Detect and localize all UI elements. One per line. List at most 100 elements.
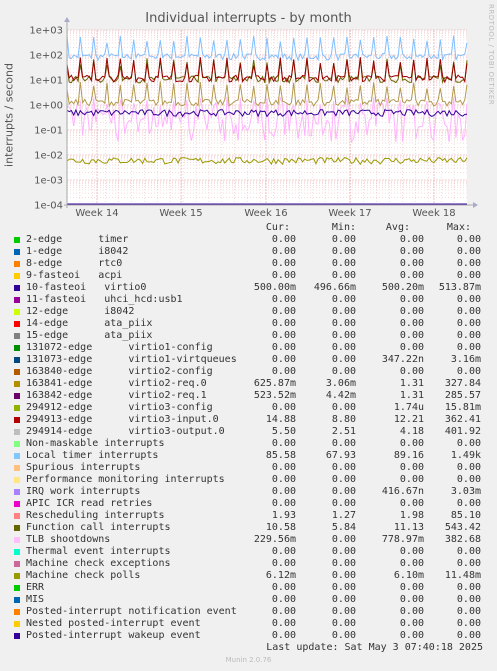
legend-label: 14-edge ata_piix [26, 318, 153, 329]
y-tick-label: 1e+01 [29, 76, 63, 87]
legend-cur-value: 0.00 [271, 438, 296, 449]
legend-swatch [14, 393, 20, 399]
legend-row: 8-edge rtc0 0.00 0.00 0.00 0.00 [0, 258, 497, 270]
x-tick-label: Week 18 [412, 208, 455, 219]
legend-max-value: 0.00 [456, 258, 481, 269]
legend-label: Nested posted-interrupt event [26, 618, 201, 629]
legend-avg-value: 0.00 [399, 330, 424, 341]
legend-avg-value: 6.10m [393, 570, 424, 581]
legend-min-value: 0.00 [331, 366, 356, 377]
legend-swatch [14, 597, 20, 603]
legend-cur-value: 0.00 [271, 246, 296, 257]
legend-avg-value: 0.00 [399, 438, 424, 449]
y-tick-label: 1e-04 [34, 201, 63, 212]
legend-max-value: 85.10 [450, 510, 481, 521]
legend-cur-value: 0.00 [271, 366, 296, 377]
legend-swatch [14, 585, 20, 591]
legend-max-value: 0.00 [456, 558, 481, 569]
legend-swatch [14, 477, 20, 483]
legend-swatch [14, 333, 20, 339]
legend-label: 294913-edge virtio3-input.0 [26, 414, 219, 425]
x-tick-label: Week 14 [75, 208, 118, 219]
legend-swatch [14, 237, 20, 243]
legend-max-value: 0.00 [456, 330, 481, 341]
legend-min-value: 0.00 [331, 402, 356, 413]
legend-swatch [14, 261, 20, 267]
legend-swatch [14, 609, 20, 615]
legend-avg-value: 0.00 [399, 246, 424, 257]
legend-label: Posted-interrupt notification event [26, 606, 237, 617]
legend-row: Machine check exceptions 0.00 0.00 0.00 0.00 [0, 558, 497, 570]
legend-swatch [14, 501, 20, 507]
legend-swatch [14, 561, 20, 567]
plot-background [67, 30, 467, 205]
legend-min-value: 0.00 [331, 330, 356, 341]
legend-avg-value: 12.21 [393, 414, 424, 425]
legend-avg-value: 0.00 [399, 366, 424, 377]
legend-cur-value: 0.00 [271, 546, 296, 557]
y-tick-label: 1e+03 [29, 26, 63, 37]
legend-row: 9-fasteoi acpi 0.00 0.00 0.00 0.00 [0, 270, 497, 282]
legend-cur-value: 0.00 [271, 630, 296, 641]
legend-min-value: 0.00 [331, 342, 356, 353]
legend-label: ERR [26, 582, 45, 593]
legend-cur-value: 625.87m [253, 378, 296, 389]
legend-avg-value: 0.00 [399, 606, 424, 617]
series-line [66, 97, 468, 144]
header-avg: Avg: [385, 222, 410, 233]
legend-max-value: 0.00 [456, 474, 481, 485]
legend-label: 163840-edge virtio2-config [26, 366, 213, 377]
legend-max-value: 382.68 [444, 534, 481, 545]
legend-max-value: 0.00 [456, 630, 481, 641]
legend-row: 1-edge i8042 0.00 0.00 0.00 0.00 [0, 246, 497, 258]
legend-label: 8-edge rtc0 [26, 258, 123, 269]
y-tick-label: 1e+00 [29, 101, 63, 112]
legend-cur-value: 1.93 [271, 510, 296, 521]
legend-avg-value: 0.00 [399, 474, 424, 485]
legend-row: Posted-interrupt notification event 0.00 0… [0, 606, 497, 618]
legend-avg-value: 0.00 [399, 294, 424, 305]
legend-label: TLB shootdowns [26, 534, 111, 545]
series-line [66, 57, 468, 84]
legend-max-value: 3.16m [450, 354, 481, 365]
legend-cur-value: 0.00 [271, 498, 296, 509]
legend-min-value: 4.42m [325, 390, 356, 401]
legend-row: ERR 0.00 0.00 0.00 0.00 [0, 582, 497, 594]
legend-min-value: 0.00 [331, 498, 356, 509]
legend-row: Spurious interrupts 0.00 0.00 0.00 0.00 [0, 462, 497, 474]
legend-label: 11-fasteoi uhci_hcd:usb1 [26, 294, 183, 305]
legend-row: 11-fasteoi uhci_hcd:usb1 0.00 0.00 0.00 0.00 [0, 294, 497, 306]
legend-row: Rescheduling interrupts 1.93 1.27 1.98 85.10 [0, 510, 497, 522]
legend-max-value: 0.00 [456, 498, 481, 509]
y-tick-label: 1e-01 [34, 126, 63, 137]
legend-max-value: 0.00 [456, 594, 481, 605]
y-axis-arrow [64, 17, 70, 22]
legend-max-value: 0.00 [456, 618, 481, 629]
header-max: Max: [446, 222, 471, 233]
legend-cur-value: 10.58 [265, 522, 296, 533]
legend-label: Performance monitoring interrupts [26, 474, 225, 485]
legend-swatch [14, 369, 20, 375]
legend-label: 2-edge timer [26, 234, 129, 245]
legend-label: Local timer interrupts [26, 450, 159, 461]
legend-row: 294914-edge virtio3-output.0 5.50 2.51 4.18… [0, 426, 497, 438]
legend-row: 163840-edge virtio2-config 0.00 0.00 0.00 0.… [0, 366, 497, 378]
legend-cur-value: 0.00 [271, 594, 296, 605]
legend-row: Function call interrupts 10.58 5.84 11.13 54… [0, 522, 497, 534]
legend-avg-value: 11.13 [393, 522, 424, 533]
legend-label: Machine check exceptions [26, 558, 171, 569]
legend-min-value: 0.00 [331, 486, 356, 497]
legend-row: 131073-edge virtio1-virtqueues 0.00 0.00 34… [0, 354, 497, 366]
legend-avg-value: 0.00 [399, 306, 424, 317]
series-line [66, 35, 468, 62]
legend-cur-value: 229.56m [253, 534, 296, 545]
legend-label: Function call interrupts [26, 522, 171, 533]
legend-avg-value: 89.16 [393, 450, 424, 461]
legend-max-value: 15.81m [444, 402, 481, 413]
legend-row: Local timer interrupts 85.58 67.93 89.16 1.4… [0, 450, 497, 462]
legend-max-value: 0.00 [456, 462, 481, 473]
legend-swatch [14, 441, 20, 447]
legend-row: 10-fasteoi virtio0 500.00m 496.66m 500.20m 5… [0, 282, 497, 294]
legend-avg-value: 1.31 [399, 390, 424, 401]
legend-label: MIS [26, 594, 45, 605]
